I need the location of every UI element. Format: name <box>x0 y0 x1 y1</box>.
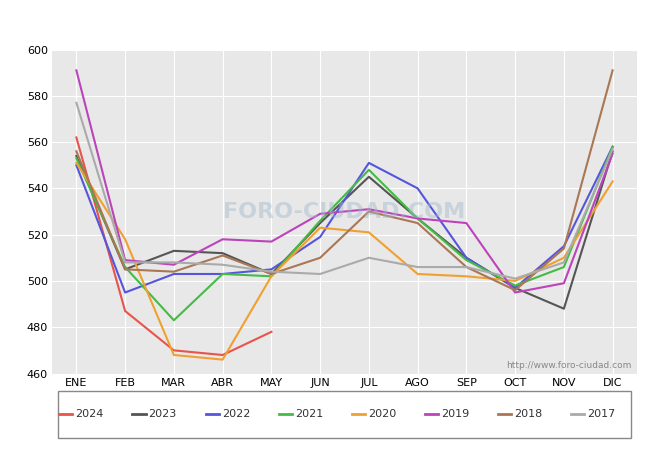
Text: 2021: 2021 <box>295 409 323 419</box>
FancyBboxPatch shape <box>58 391 631 438</box>
Text: FORO-CIUDAD.COM: FORO-CIUDAD.COM <box>224 202 465 221</box>
Text: 2022: 2022 <box>222 409 250 419</box>
Text: 2018: 2018 <box>514 409 542 419</box>
Text: 2020: 2020 <box>368 409 396 419</box>
Text: 2017: 2017 <box>588 409 616 419</box>
Text: 2024: 2024 <box>75 409 104 419</box>
Text: 2019: 2019 <box>441 409 469 419</box>
Text: 2023: 2023 <box>148 409 177 419</box>
Text: Afiliados en Orcera a 31/5/2024: Afiliados en Orcera a 31/5/2024 <box>182 14 468 32</box>
Text: http://www.foro-ciudad.com: http://www.foro-ciudad.com <box>506 361 631 370</box>
